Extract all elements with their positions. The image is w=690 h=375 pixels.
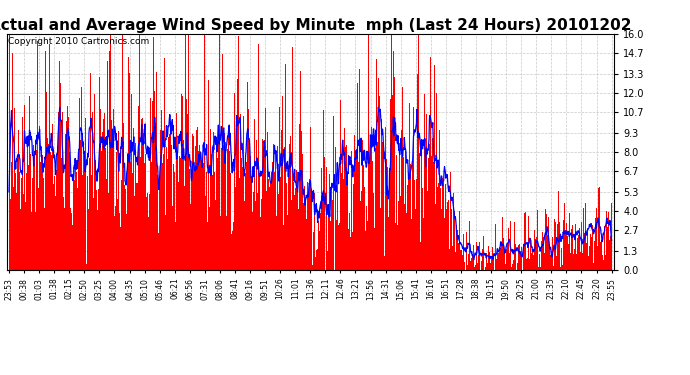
Text: Copyright 2010 Cartronics.com: Copyright 2010 Cartronics.com <box>8 37 149 46</box>
Title: Actual and Average Wind Speed by Minute  mph (Last 24 Hours) 20101202: Actual and Average Wind Speed by Minute … <box>0 18 632 33</box>
